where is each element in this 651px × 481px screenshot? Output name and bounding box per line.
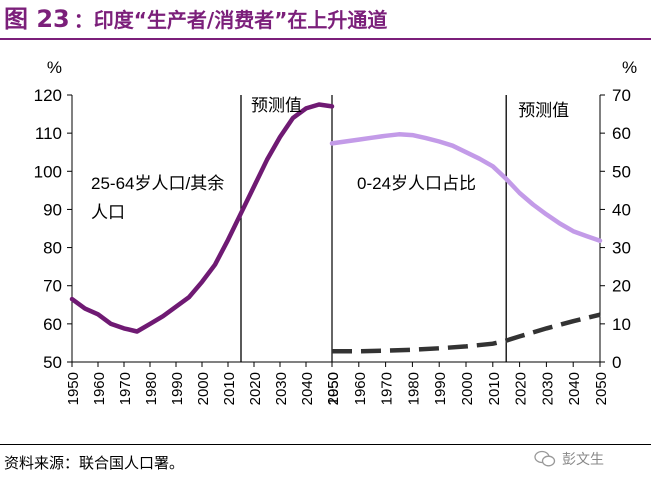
left-x-tick-label: 2010: [221, 372, 238, 405]
title-rule: [0, 38, 651, 40]
right-x-tick-label: 1970: [379, 372, 396, 405]
left-x-tick-label: 1980: [143, 372, 160, 405]
right-x-tick-label: 1950: [325, 372, 342, 405]
share-series-line: [329, 132, 603, 243]
left-y-tick-label: 120: [34, 86, 62, 105]
left-y-unit-label: %: [47, 58, 62, 77]
left-y-tick-label: 60: [43, 315, 62, 334]
figure-title: ：印度“生产者/消费者”在上升通道: [73, 8, 388, 32]
right-y-tick-label: 50: [612, 162, 631, 181]
ratio-series-line: [69, 102, 335, 334]
left-x-tick-label: 1990: [169, 372, 186, 405]
left-x-tick-label: 2020: [247, 372, 264, 405]
left-x-tick-label: 1950: [65, 372, 82, 405]
left-x-tick-label: 2040: [299, 372, 316, 405]
right-x-tick-label: 2040: [566, 372, 583, 405]
chart-area: 5060708090100110120%010203040506070%1950…: [34, 58, 638, 405]
ratio-series-label: 25-64岁人口/其余: [91, 174, 224, 193]
wechat-icon: [534, 450, 556, 467]
right-y-tick-label: 40: [612, 200, 631, 219]
left-x-tick-label: 2030: [273, 372, 290, 405]
left-y-tick-label: 90: [43, 200, 62, 219]
right-x-tick-label: 2000: [459, 372, 476, 405]
right-y-unit-label: %: [622, 58, 637, 77]
left-y-tick-label: 110: [35, 124, 62, 143]
right-x-tick-label: 2020: [513, 372, 530, 405]
right-y-tick-label: 10: [612, 315, 631, 334]
ratio-series-label-line2: 人口: [91, 203, 125, 222]
right-x-tick-label: 1990: [432, 372, 449, 405]
watermark-text: 彭文生: [562, 452, 604, 468]
right-y-tick-label: 30: [612, 239, 631, 258]
right-x-tick-label: 2050: [593, 372, 610, 405]
source-rule: [0, 444, 651, 445]
right-y-tick-label: 0: [612, 353, 621, 372]
left-y-tick-label: 70: [43, 277, 62, 296]
right-x-tick-label: 1980: [405, 372, 422, 405]
left-x-tick-label: 1960: [91, 372, 108, 405]
right-x-tick-label: 1960: [352, 372, 369, 405]
chart-title: 图 23 ：印度“生产者/消费者”在上升通道: [4, 4, 387, 38]
left-x-tick-label: 2000: [195, 372, 212, 405]
left-y-tick-label: 50: [43, 353, 62, 372]
share-series-label: 0-24岁人口占比: [357, 174, 476, 193]
left-y-tick-label: 100: [34, 162, 62, 181]
figure-number: 图 23: [4, 5, 70, 33]
right-y-tick-label: 70: [612, 86, 631, 105]
left-y-tick-label: 80: [43, 239, 62, 258]
left-forecast-label: 预测值: [251, 96, 302, 115]
watermark: 彭文生: [534, 447, 604, 471]
right-y-tick-label: 60: [612, 124, 631, 143]
left-x-tick-label: 1970: [117, 372, 134, 405]
left-x-tick-label: 2050: [325, 372, 342, 405]
right-y-tick-label: 20: [612, 277, 631, 296]
source-note: 资料来源：联合国人口署。: [4, 454, 185, 472]
right-x-tick-label: 2010: [486, 372, 503, 405]
right-x-tick-label: 2030: [539, 372, 556, 405]
right-forecast-label: 预测值: [518, 101, 569, 120]
dashed-series-line: [332, 312, 601, 354]
